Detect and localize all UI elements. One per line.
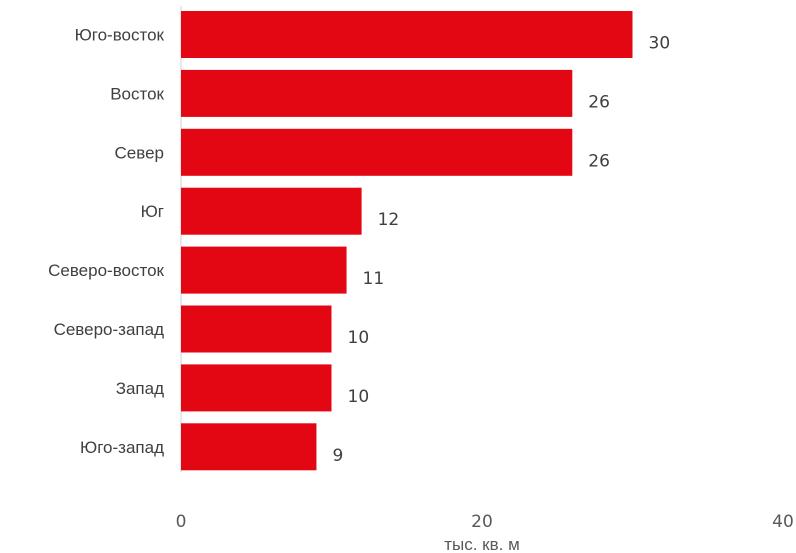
category-label: Юг [141,202,164,221]
bar [181,364,332,412]
category-label: Северо-восток [48,261,164,280]
x-tick-label: 20 [471,512,493,532]
bar [181,187,362,235]
category-label: Запад [116,379,164,398]
value-label: 10 [348,328,370,348]
bar [181,69,573,117]
value-label: 12 [378,210,400,230]
x-tick-label: 40 [772,512,794,532]
category-label: Север [115,143,164,162]
bar [181,246,347,294]
bar [181,423,317,471]
category-label: Юго-восток [75,26,165,45]
category-labels-group: Юго-восток Восток Север Юг Северо-восток Севе… [48,26,164,457]
value-label: 10 [348,387,370,407]
value-label: 30 [649,34,671,54]
bar [181,128,573,176]
value-label: 9 [332,446,343,466]
x-axis-title: тыс. кв. м [444,535,520,553]
bar [181,11,633,58]
value-label: 26 [588,92,610,112]
value-label: 26 [588,151,610,171]
category-label: Северо-запад [54,320,165,339]
category-label: Восток [110,84,164,103]
value-label: 11 [363,269,385,289]
category-label: Юго-запад [80,438,164,457]
bar [181,305,332,353]
value-labels-group: 30 26 26 12 11 10 10 9 [332,34,670,466]
x-tick-label: 0 [176,512,187,532]
bars-group [181,11,633,471]
x-tick-labels-group: 0 20 40 [176,512,794,532]
